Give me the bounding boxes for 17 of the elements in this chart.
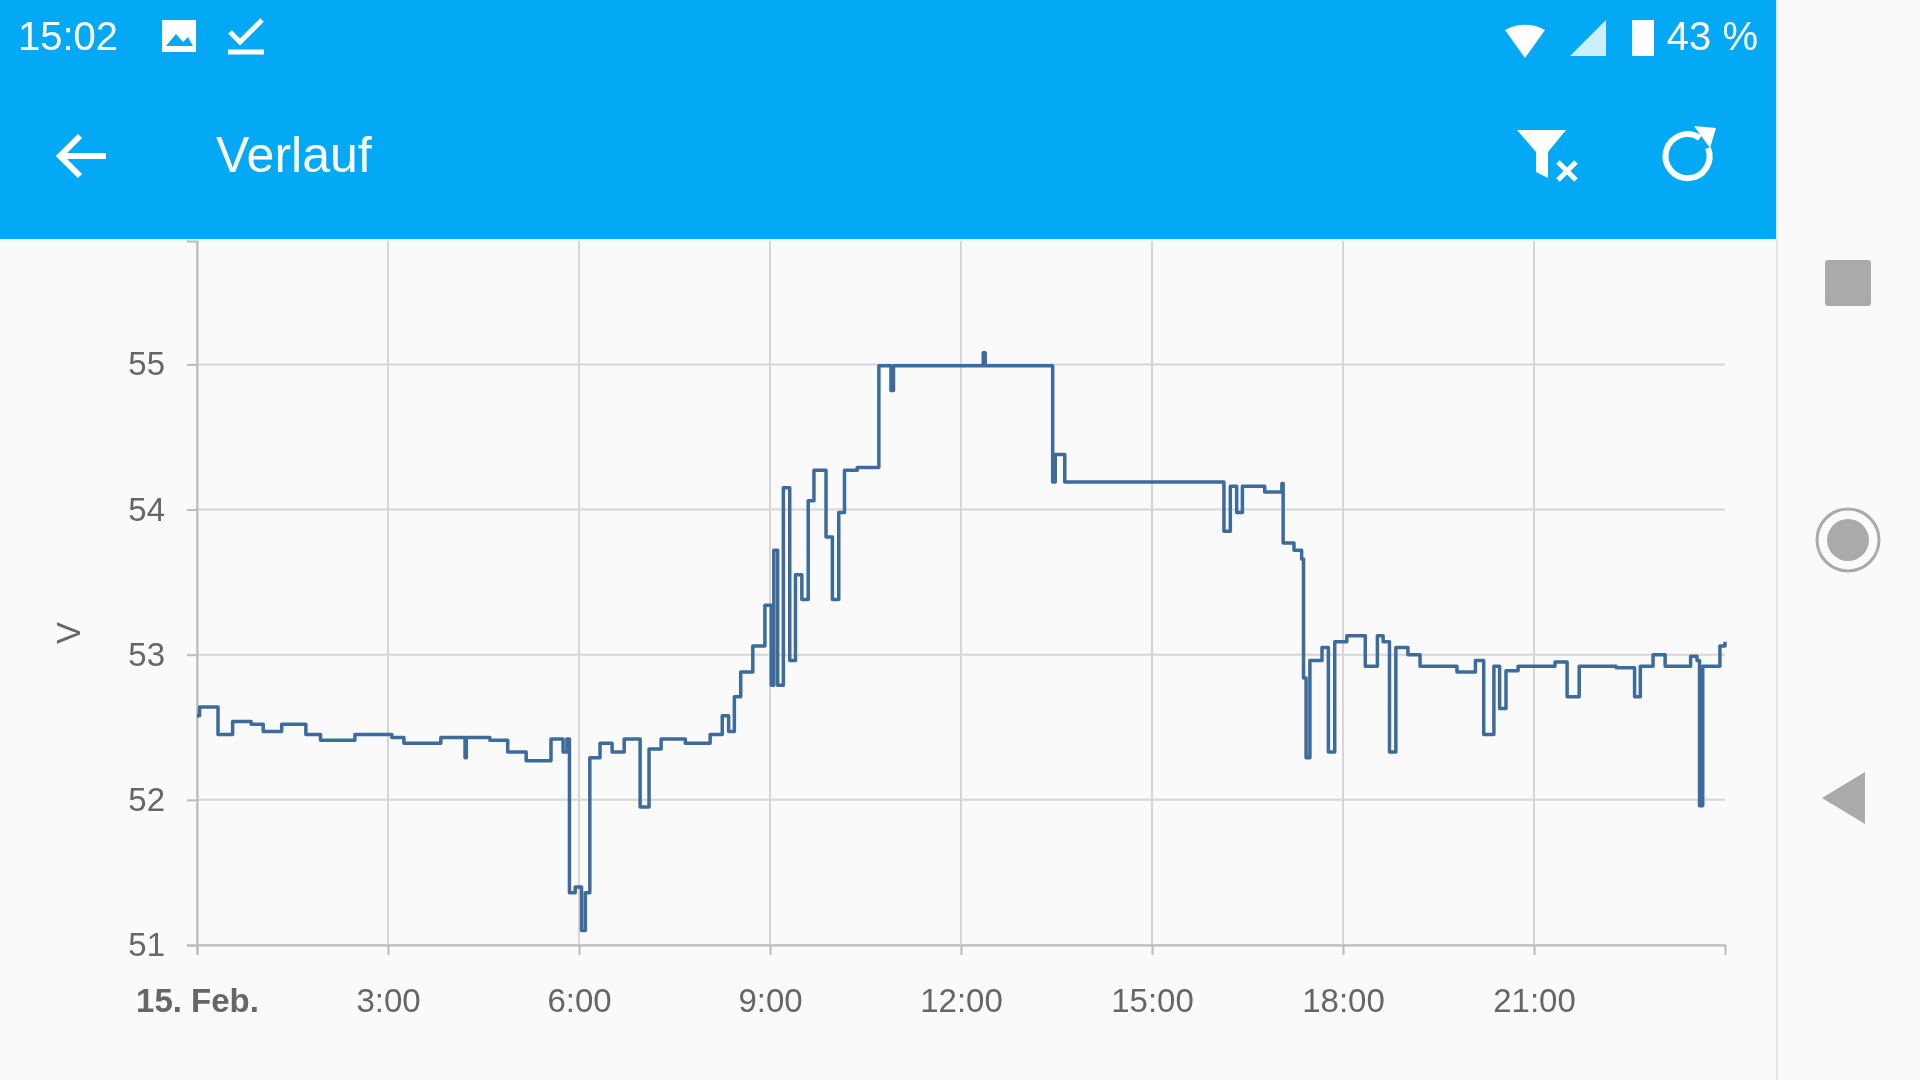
y-tick-label: 54 [128, 490, 165, 528]
y-tick-label: 53 [128, 635, 165, 673]
y-axis-title: V [50, 621, 87, 645]
y-tick-label: 51 [128, 926, 165, 964]
x-tick-label: 21:00 [1493, 982, 1576, 1020]
chart-title: Verlauf [216, 127, 372, 183]
x-tick-label: 6:00 [547, 982, 612, 1020]
x-tick-label: 18:00 [1302, 982, 1385, 1020]
text: 43 % [1666, 14, 1758, 58]
y-tick-label: 55 [128, 345, 165, 383]
x-tick-label: 15. Feb. [136, 982, 259, 1020]
x-tick-label: 12:00 [920, 982, 1003, 1020]
x-tick-label: 15:00 [1111, 982, 1194, 1020]
x-tick-label: 3:00 [356, 982, 421, 1020]
text: 15:02 [18, 14, 119, 58]
y-tick-label: 52 [128, 780, 165, 818]
x-tick-label: 9:00 [738, 982, 803, 1020]
